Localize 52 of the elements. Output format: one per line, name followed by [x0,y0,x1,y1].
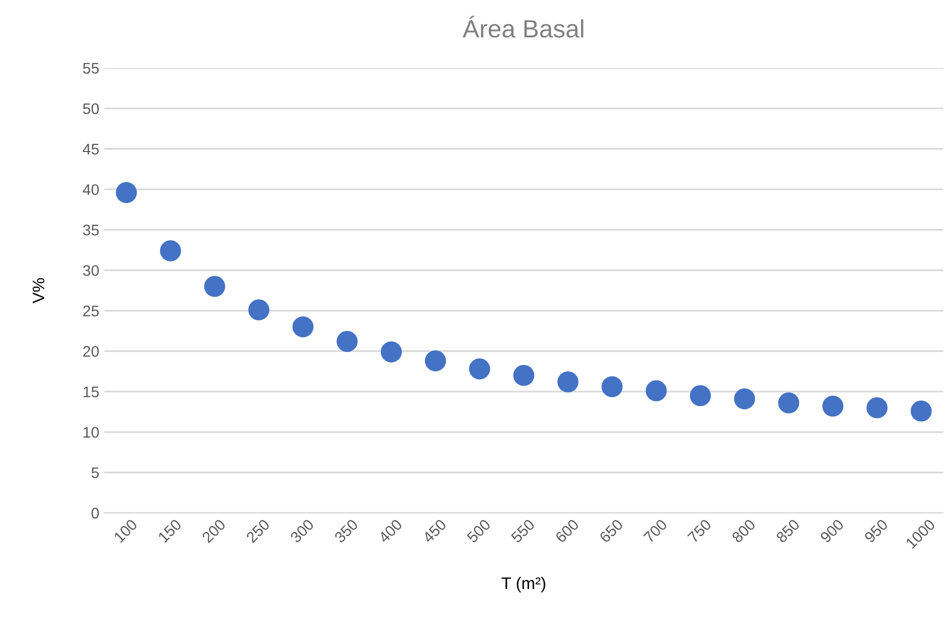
point [557,371,578,392]
x-tick-label: 800 [731,518,756,544]
point [646,380,667,402]
point [866,397,888,418]
y-tick-label: 40 [82,184,99,196]
y-tick-label: 50 [83,103,99,114]
point [336,330,358,352]
point [380,341,402,362]
x-tick-label: 200 [201,518,226,544]
point [778,392,800,414]
x-tick-label: 400 [378,518,403,544]
x-tick-label: 300 [290,518,314,544]
point [734,388,756,410]
y-tick-label: 15 [84,386,99,398]
x-tick-label: 850 [775,518,800,544]
point [469,358,490,380]
point [248,299,270,320]
y-tick-label: 25 [83,306,99,316]
x-tick-label: 950 [864,518,889,544]
y-tick-label: 5 [92,468,99,478]
point [910,400,932,422]
chart-title: Área Basal [462,16,584,38]
x-tick-label: 150 [158,518,182,543]
x-tick-label: 450 [422,518,447,544]
x-tick-label: 900 [820,518,844,544]
point [602,376,623,398]
point [292,316,314,338]
y-tick-label: 20 [83,346,99,357]
y-axis-title: V% [32,278,44,304]
x-tick-label: 350 [334,518,359,544]
point [160,240,182,262]
y-tick-label: 0 [92,508,99,519]
point [116,182,137,204]
point [822,396,844,417]
x-tick-label: 600 [554,518,580,544]
x-tick-label: 250 [246,518,270,544]
point [690,385,711,406]
point [424,350,446,372]
y-tick-label: 10 [84,426,99,438]
x-tick-label: 500 [466,518,492,544]
x-tick-label: 700 [643,518,668,544]
y-tick-label: 30 [83,265,99,276]
y-tick-label: 45 [82,144,99,155]
y-tick-label: 55 [83,63,99,74]
x-tick-label: 100 [113,518,138,543]
x-tick-label: 550 [510,518,536,544]
point [513,364,534,386]
x-tick-label: 650 [598,518,624,544]
x-tick-label: 750 [687,518,712,544]
x-axis-title: T (m²) [502,576,546,592]
point [204,276,226,297]
y-tick-label: 35 [83,224,99,236]
